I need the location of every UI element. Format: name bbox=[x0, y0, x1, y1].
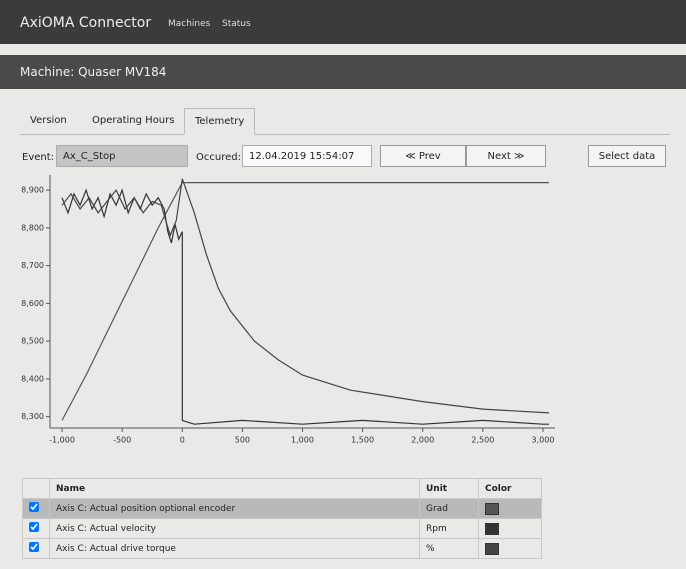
table-row: Axis C: Actual velocity Rpm bbox=[22, 518, 542, 539]
tab-active[interactable]: Telemetry bbox=[184, 108, 256, 135]
y-tick-label: 8,800 bbox=[21, 223, 44, 232]
prev-button[interactable]: ≪ Prev bbox=[380, 145, 466, 167]
chart: 8,300 8,400 8,500 8,600 8,700 8,800 8,900 -1,00… bbox=[21, 175, 555, 445]
series-name: Axis C: Actual drive torque bbox=[49, 538, 420, 559]
series-unit: % bbox=[419, 538, 479, 559]
x-tick-label: 1,000 bbox=[291, 436, 314, 445]
table-header: Name Unit Color bbox=[22, 478, 542, 499]
navbar: AxiOMA Connector Machines Status bbox=[0, 0, 686, 44]
event-label: Event: bbox=[22, 152, 55, 163]
nav-link[interactable]: Machines bbox=[168, 19, 211, 29]
nav-link[interactable]: Status bbox=[222, 19, 251, 29]
x-tick-label: 2,000 bbox=[411, 436, 434, 445]
color-cell bbox=[478, 538, 542, 559]
series-line bbox=[61, 178, 550, 414]
table-row: Axis C: Actual drive torque% bbox=[22, 538, 542, 559]
table-body: Axis C: Actual position optional encoder… bbox=[22, 498, 542, 559]
check-cell bbox=[22, 538, 50, 559]
check-cell bbox=[22, 498, 50, 519]
event-input[interactable]: Ax_C_Stop bbox=[56, 145, 188, 167]
occured-input[interactable]: 12.04.2019 15:54:07 bbox=[242, 145, 372, 167]
y-tick-label: 8,500 bbox=[21, 337, 44, 346]
y-tick-label: 8,900 bbox=[21, 186, 44, 195]
x-tick-label: 2,500 bbox=[471, 436, 494, 445]
check-cell bbox=[22, 518, 50, 539]
y-tick-label: 8,400 bbox=[21, 374, 44, 383]
column-header: Unit bbox=[419, 478, 479, 499]
series-line bbox=[61, 188, 549, 425]
color-swatch bbox=[485, 522, 499, 535]
brand[interactable]: AxiOMA Connector bbox=[20, 15, 152, 31]
x-tick-label: -1,000 bbox=[49, 436, 75, 445]
select-button[interactable]: Select data bbox=[588, 145, 666, 167]
column-header: Name bbox=[49, 478, 420, 499]
series-line bbox=[61, 182, 549, 421]
occured-label: Occured: bbox=[196, 152, 241, 163]
y-tick-label: 8,300 bbox=[21, 412, 44, 421]
color-cell bbox=[478, 518, 542, 539]
color-cell bbox=[478, 498, 542, 519]
y-tick-label: 8,600 bbox=[21, 299, 44, 308]
color-swatch bbox=[485, 502, 499, 515]
color-swatch bbox=[485, 542, 499, 555]
x-tick-label: -500 bbox=[113, 436, 131, 445]
table-row: Axis C: Actual position optional encoder… bbox=[22, 498, 542, 519]
series-name: Axis C: Actual velocity bbox=[49, 518, 420, 539]
column-header: Color bbox=[478, 478, 542, 499]
x-tick-label: 1,500 bbox=[351, 436, 374, 445]
machine-header: Machine: Quaser MV184 bbox=[0, 55, 686, 89]
checkbox[interactable] bbox=[29, 522, 39, 532]
x-tick-label: 500 bbox=[235, 436, 250, 445]
checkbox[interactable] bbox=[29, 502, 39, 512]
tab[interactable]: Operating Hours bbox=[92, 115, 175, 126]
tabs: Version Operating Hours Telemetry bbox=[20, 108, 670, 135]
series-unit: Rpm bbox=[419, 518, 479, 539]
tab[interactable]: Version bbox=[30, 115, 67, 126]
x-tick-label: 0 bbox=[180, 436, 185, 445]
check-header bbox=[22, 478, 50, 499]
x-tick-label: 3,000 bbox=[532, 436, 555, 445]
next-button[interactable]: Next ≫ bbox=[466, 145, 546, 167]
series-name: Axis C: Actual position optional encoder bbox=[49, 498, 420, 519]
checkbox[interactable] bbox=[29, 542, 39, 552]
series-table: Name Unit Color Axis C: Actual position … bbox=[22, 478, 542, 559]
machine-title: Machine: Quaser MV184 bbox=[20, 65, 167, 79]
y-tick-label: 8,700 bbox=[21, 261, 44, 270]
series-unit: Grad bbox=[419, 498, 479, 519]
